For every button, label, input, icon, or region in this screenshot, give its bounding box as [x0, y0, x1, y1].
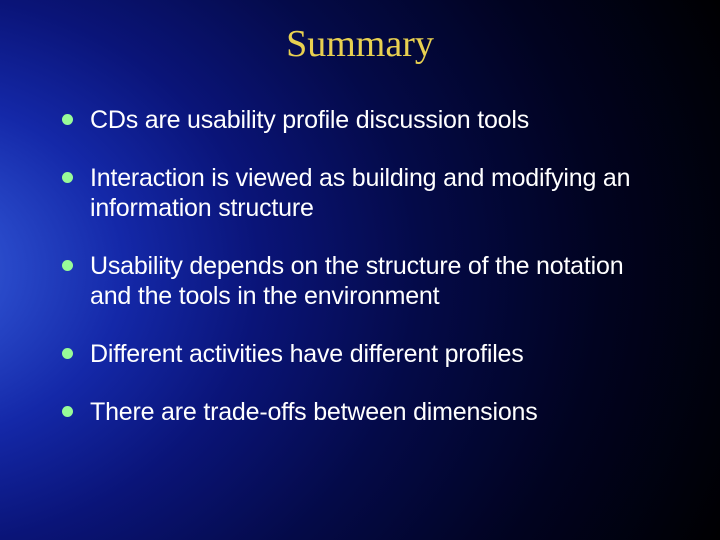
slide-content: CDs are usability profile discussion too… [62, 105, 670, 455]
slide-title: Summary [0, 22, 720, 66]
bullet-icon [62, 172, 73, 183]
bullet-text: There are trade-offs between dimensions [90, 397, 538, 427]
bullet-icon [62, 348, 73, 359]
list-item: CDs are usability profile discussion too… [62, 105, 670, 135]
list-item: Different activities have different prof… [62, 339, 670, 369]
list-item: There are trade-offs between dimensions [62, 397, 670, 427]
bullet-text: Usability depends on the structure of th… [90, 251, 670, 311]
bullet-text: Different activities have different prof… [90, 339, 524, 369]
list-item: Usability depends on the structure of th… [62, 251, 670, 311]
bullet-icon [62, 260, 73, 271]
list-item: Interaction is viewed as building and mo… [62, 163, 670, 223]
bullet-icon [62, 114, 73, 125]
bullet-text: Interaction is viewed as building and mo… [90, 163, 670, 223]
bullet-icon [62, 406, 73, 417]
slide: Summary CDs are usability profile discus… [0, 0, 720, 540]
bullet-text: CDs are usability profile discussion too… [90, 105, 529, 135]
